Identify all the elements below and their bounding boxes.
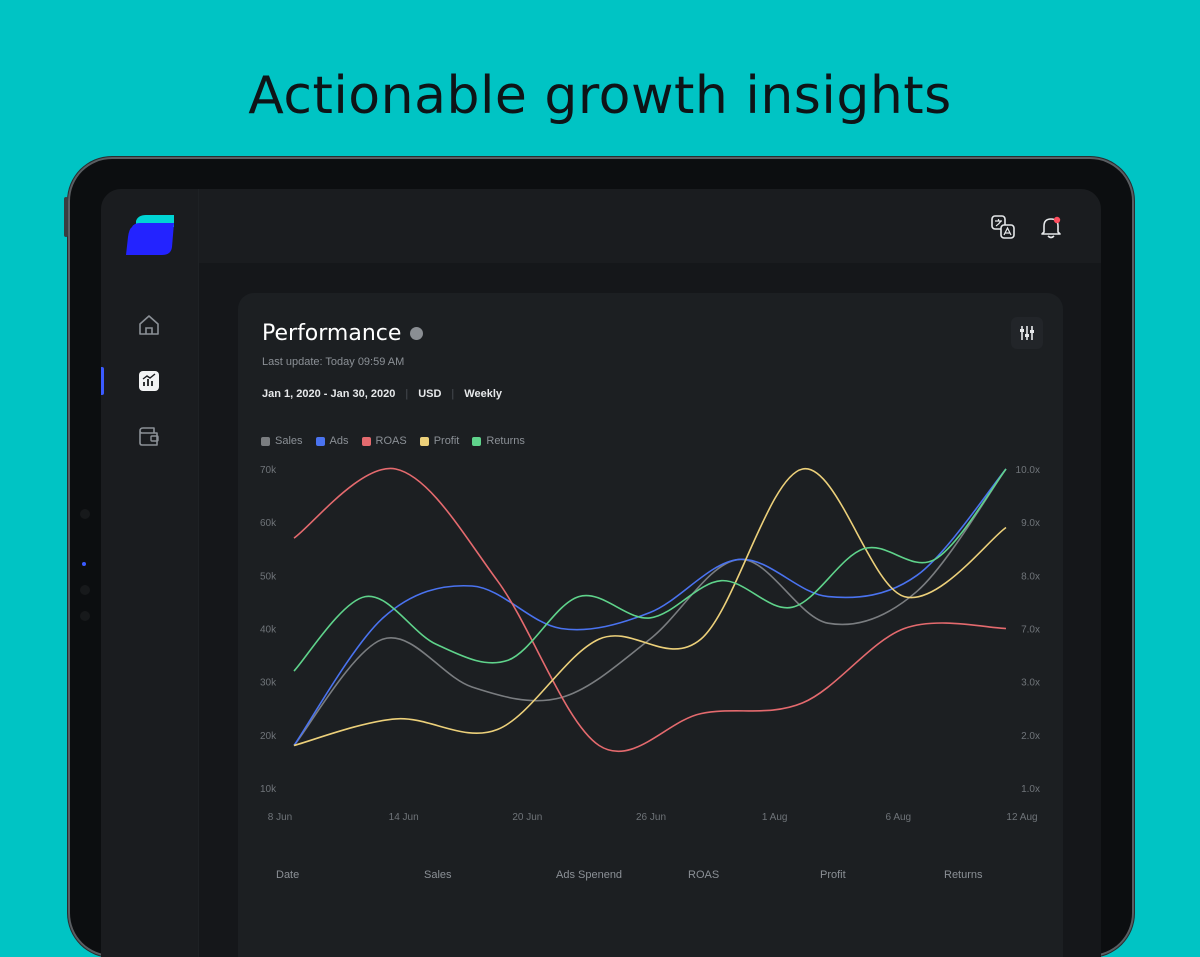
info-icon[interactable] [410, 327, 423, 340]
chart-icon[interactable] [136, 368, 162, 394]
y-axis-left-label: 70k [260, 465, 277, 476]
x-axis-label: 8 Jun [268, 812, 292, 823]
chart-legend: Sales Ads ROAS Profit Returns [261, 435, 538, 447]
column-header-profit[interactable]: Profit [820, 869, 846, 881]
legend-label: ROAS [375, 435, 407, 447]
currency-filter[interactable]: USD [418, 388, 442, 400]
x-axis-label: 6 Aug [886, 812, 912, 823]
y-axis-right-label: 7.0x [1021, 625, 1040, 636]
filter-row: Jan 1, 2020 - Jan 30, 2020 | USD | Weekl… [262, 388, 502, 400]
legend-label: Sales [275, 435, 303, 447]
column-header-sales[interactable]: Sales [424, 869, 452, 881]
wallet-icon[interactable] [136, 423, 162, 449]
active-nav-indicator [101, 367, 104, 395]
legend-swatch [315, 436, 325, 446]
series-line-profit [293, 468, 1007, 747]
x-axis-label: 12 Aug [1006, 812, 1037, 823]
y-axis-left-label: 40k [260, 625, 277, 636]
y-axis-left-label: 20k [260, 731, 277, 742]
series-line-roas [293, 467, 1007, 753]
sliders-icon [1020, 326, 1034, 340]
performance-chart: 70k 60k 50k 40k 30k 20k 10k 10.0x 9.0x 8.0x 7.0x 3.… [260, 465, 1040, 823]
y-axis-right-label: 2.0x [1021, 731, 1040, 742]
divider: | [451, 388, 455, 400]
legend-swatch [472, 436, 482, 446]
date-range-filter[interactable]: Jan 1, 2020 - Jan 30, 2020 [262, 388, 396, 400]
legend-item-profit[interactable]: Profit [419, 435, 460, 447]
y-axis-right-label: 8.0x [1021, 571, 1040, 582]
headline: Actionable growth insights [248, 66, 952, 126]
y-axis-left-label: 50k [260, 571, 277, 582]
y-axis-left-label: 30k [260, 678, 277, 689]
legend-swatch [419, 436, 429, 446]
legend-item-returns[interactable]: Returns [472, 435, 525, 447]
column-header-date[interactable]: Date [276, 869, 300, 881]
device-sensor [80, 509, 90, 519]
notification-bell-icon[interactable] [1037, 213, 1065, 241]
y-axis-right-label: 3.0x [1021, 678, 1040, 689]
top-bar [199, 189, 1101, 263]
column-header-roas[interactable]: ROAS [688, 869, 720, 881]
device-sensor [80, 585, 90, 595]
legend-item-roas[interactable]: ROAS [361, 435, 407, 447]
sidebar [101, 189, 199, 957]
legend-item-ads[interactable]: Ads [315, 435, 349, 447]
divider: | [405, 388, 409, 400]
last-update-text: Last update: Today 09:59 AM [262, 356, 405, 368]
y-axis-right-label: 1.0x [1021, 784, 1040, 795]
device-indicator [82, 562, 86, 566]
app-logo[interactable] [126, 213, 176, 257]
legend-swatch [261, 436, 270, 446]
x-axis-label: 1 Aug [762, 812, 788, 823]
legend-swatch [361, 436, 371, 446]
home-icon[interactable] [136, 312, 162, 338]
performance-card: Performance Last update: Today 09:59 AM … [238, 293, 1063, 957]
tablet-frame: Performance Last update: Today 09:59 AM … [64, 157, 1134, 957]
legend-label: Ads [329, 435, 349, 447]
card-title: Performance [262, 321, 402, 346]
table-header: Date Sales Ads Spenend ROAS Profit Returns [238, 869, 1063, 889]
chart-settings-button[interactable] [1011, 317, 1043, 349]
column-header-returns[interactable]: Returns [944, 869, 983, 881]
y-axis-left-label: 10k [260, 784, 277, 795]
translate-icon[interactable] [989, 213, 1017, 241]
legend-item-sales[interactable]: Sales [261, 435, 303, 447]
interval-filter[interactable]: Weekly [464, 388, 502, 400]
series-line-sales [293, 468, 1007, 746]
x-axis-label: 26 Jun [636, 812, 666, 823]
x-axis-label: 14 Jun [389, 812, 419, 823]
column-header-ads-spenend[interactable]: Ads Spenend [556, 869, 623, 881]
series-line-ads [293, 468, 1007, 746]
x-axis-label: 20 Jun [512, 812, 542, 823]
y-axis-right-label: 9.0x [1021, 518, 1040, 529]
y-axis-right-label: 10.0x [1016, 465, 1040, 476]
app-screen: Performance Last update: Today 09:59 AM … [101, 189, 1101, 957]
legend-label: Profit [433, 435, 460, 447]
device-button [64, 197, 68, 237]
device-sensor [80, 611, 90, 621]
legend-label: Returns [486, 435, 525, 447]
series-line-returns [293, 468, 1007, 672]
y-axis-left-label: 60k [260, 518, 277, 529]
